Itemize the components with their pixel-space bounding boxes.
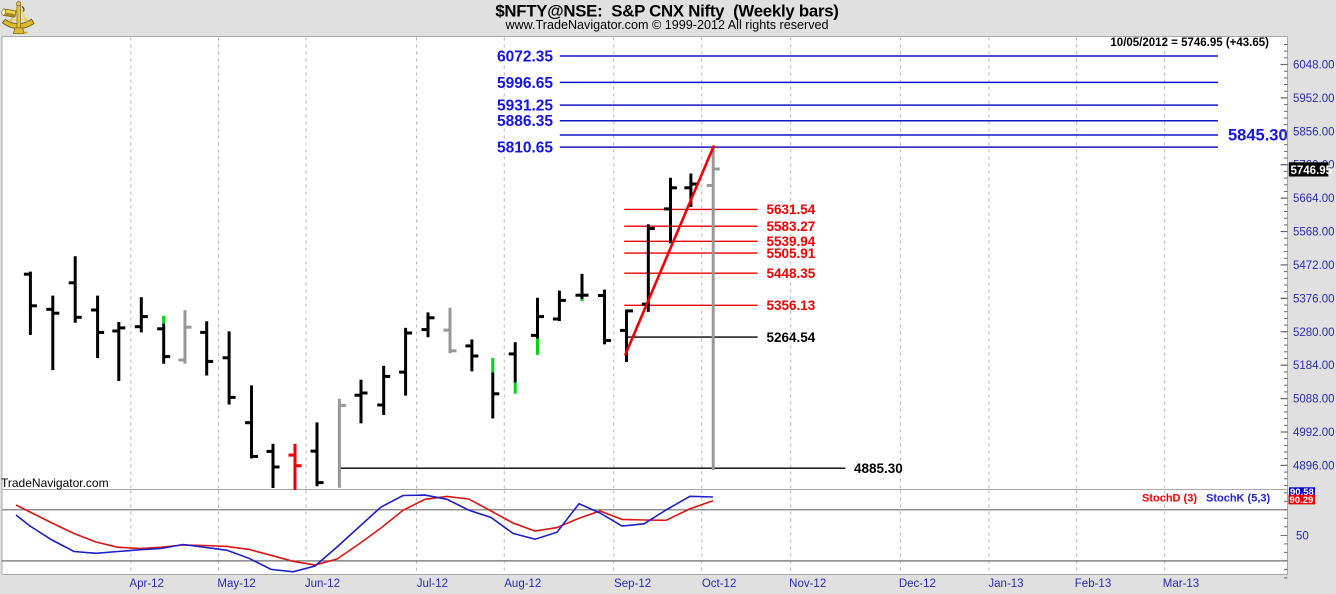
svg-text:Jan-13: Jan-13: [988, 578, 1023, 590]
svg-text:6048.00: 6048.00: [1293, 60, 1335, 72]
svg-text:5845.30: 5845.30: [1228, 127, 1288, 145]
svg-text:Apr-12: Apr-12: [129, 578, 164, 590]
svg-text:Oct-12: Oct-12: [702, 578, 737, 590]
svg-text:Feb-13: Feb-13: [1075, 578, 1111, 590]
svg-text:StochK (5,3): StochK (5,3): [1206, 493, 1271, 505]
svg-text:5746.95: 5746.95: [1291, 165, 1333, 177]
svg-text:$NFTY@NSE: S&P CNX Nifty (We: $NFTY@NSE: S&P CNX Nifty (Weekly bars): [495, 1, 838, 20]
svg-text:5931.25: 5931.25: [497, 98, 553, 115]
svg-text:50: 50: [1296, 530, 1309, 542]
svg-text:5264.54: 5264.54: [767, 330, 816, 345]
svg-text:5539.94: 5539.94: [767, 234, 816, 249]
svg-text:StochD (3): StochD (3): [1142, 493, 1197, 505]
svg-text:5583.27: 5583.27: [767, 219, 816, 234]
svg-text:5952.00: 5952.00: [1293, 93, 1335, 105]
svg-text:www.TradeNavigator.com © 1999-: www.TradeNavigator.com © 1999-2012 All r…: [504, 18, 828, 32]
svg-text:5448.35: 5448.35: [767, 266, 816, 281]
svg-text:4885.30: 4885.30: [854, 461, 903, 476]
svg-text:5280.00: 5280.00: [1293, 327, 1335, 339]
svg-text:5856.00: 5856.00: [1293, 126, 1335, 138]
svg-text:Jun-12: Jun-12: [305, 578, 340, 590]
svg-text:90.29: 90.29: [1290, 495, 1314, 506]
svg-text:5184.00: 5184.00: [1293, 360, 1335, 372]
svg-text:6072.35: 6072.35: [497, 49, 553, 66]
svg-text:5631.54: 5631.54: [767, 202, 816, 217]
svg-text:4992.00: 4992.00: [1293, 427, 1335, 439]
svg-text:Mar-13: Mar-13: [1163, 578, 1199, 590]
svg-text:5505.91: 5505.91: [767, 246, 816, 261]
svg-text:Jul-12: Jul-12: [417, 578, 448, 590]
svg-text:5996.65: 5996.65: [497, 75, 553, 92]
svg-text:5088.00: 5088.00: [1293, 394, 1335, 406]
svg-text:5356.13: 5356.13: [767, 298, 816, 313]
svg-text:5664.00: 5664.00: [1293, 193, 1335, 205]
svg-text:Nov-12: Nov-12: [789, 578, 826, 590]
svg-text:TradeNavigator.com: TradeNavigator.com: [1, 476, 109, 490]
svg-text:5886.35: 5886.35: [497, 113, 553, 130]
svg-text:5810.65: 5810.65: [497, 140, 553, 157]
svg-text:5568.00: 5568.00: [1293, 227, 1335, 239]
svg-text:5472.00: 5472.00: [1293, 260, 1335, 272]
svg-text:90.58: 90.58: [1290, 487, 1314, 498]
svg-text:10/05/2012 = 5746.95 (+43.65): 10/05/2012 = 5746.95 (+43.65): [1110, 37, 1269, 49]
svg-text:May-12: May-12: [217, 578, 255, 590]
svg-text:5376.00: 5376.00: [1293, 293, 1335, 305]
svg-text:Dec-12: Dec-12: [899, 578, 936, 590]
svg-text:4896.00: 4896.00: [1293, 460, 1335, 472]
svg-text:Aug-12: Aug-12: [504, 578, 541, 590]
svg-text:Sep-12: Sep-12: [614, 578, 651, 590]
